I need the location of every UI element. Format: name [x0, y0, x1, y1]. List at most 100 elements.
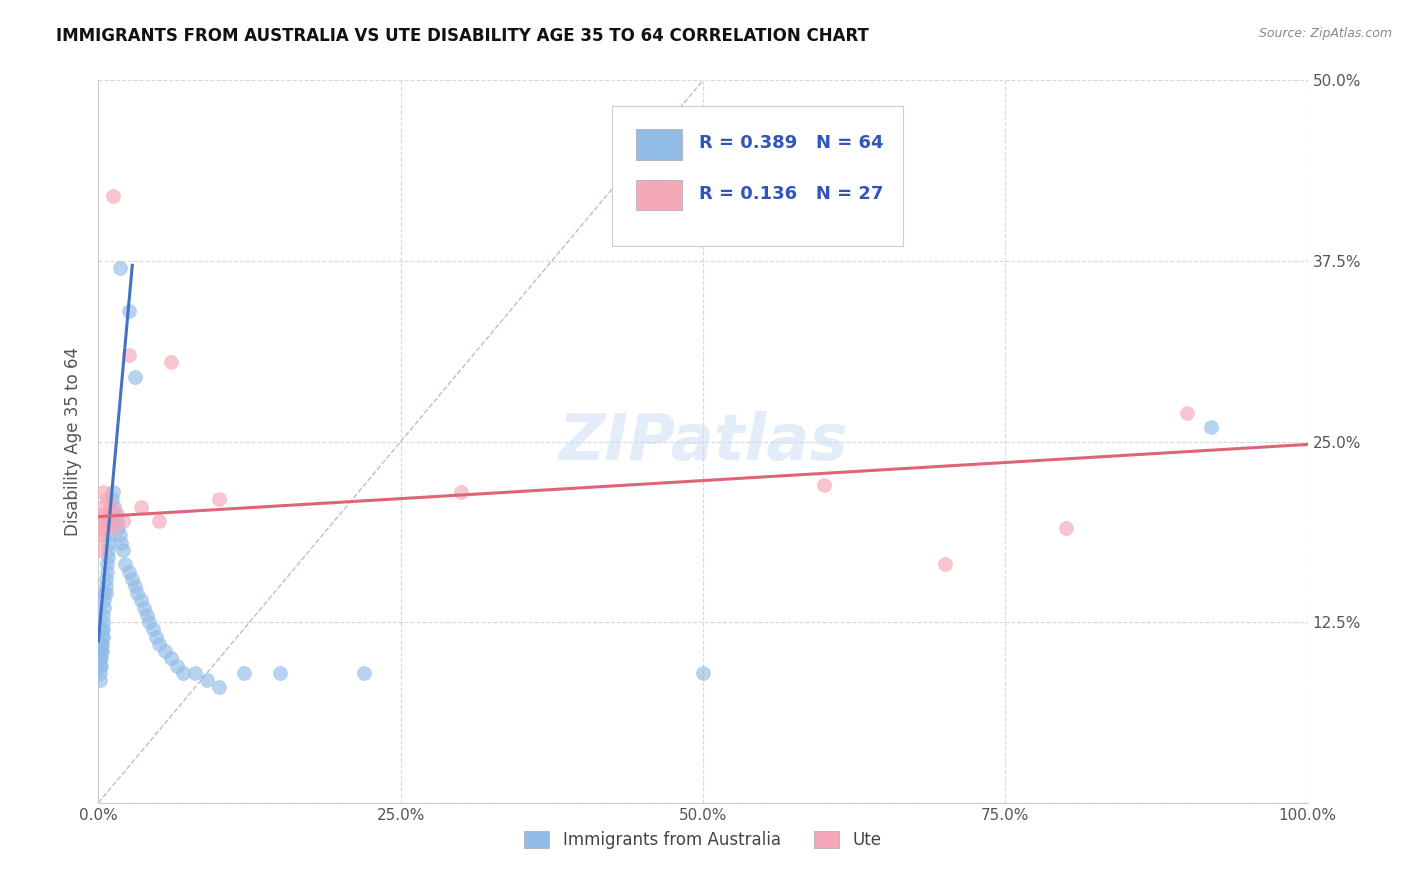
Point [1054, 521, 1077, 535]
Point [89, 542, 111, 557]
Y-axis label: Disability Age 35 to 64: Disability Age 35 to 64 [65, 347, 83, 536]
Point [105, 514, 128, 528]
Point [129, 500, 152, 514]
Point [90, 651, 112, 665]
Point [111, 514, 134, 528]
Point [90, 644, 112, 658]
Point [138, 615, 160, 630]
Point [91, 514, 114, 528]
Point [97, 542, 120, 557]
Point [107, 521, 129, 535]
Point [692, 665, 714, 680]
Point [94, 514, 117, 528]
Point [108, 528, 131, 542]
Point [269, 665, 291, 680]
Point [94, 579, 117, 593]
Point [91, 623, 114, 637]
Text: R = 0.389   N = 64: R = 0.389 N = 64 [699, 134, 884, 153]
Point [172, 665, 194, 680]
Text: ZIPatlas: ZIPatlas [558, 410, 848, 473]
Point [118, 304, 141, 318]
Point [124, 369, 146, 384]
Point [145, 630, 167, 644]
Point [121, 572, 143, 586]
Point [1199, 420, 1222, 434]
Point [100, 500, 122, 514]
Point [91, 485, 114, 500]
Point [450, 485, 472, 500]
Point [105, 507, 128, 521]
Point [1175, 406, 1198, 420]
Point [101, 189, 124, 203]
Point [91, 630, 114, 644]
Point [148, 514, 170, 528]
Point [93, 593, 115, 607]
Point [353, 665, 375, 680]
Point [104, 507, 127, 521]
Point [813, 478, 835, 492]
Point [89, 651, 111, 665]
Point [118, 348, 141, 362]
Point [134, 600, 156, 615]
Point [184, 665, 207, 680]
Point [208, 492, 231, 507]
Point [90, 658, 112, 673]
Point [160, 355, 183, 369]
Point [89, 528, 111, 542]
Point [90, 637, 112, 651]
Point [934, 558, 956, 572]
FancyBboxPatch shape [637, 180, 682, 211]
Point [100, 507, 122, 521]
Point [98, 507, 121, 521]
Point [118, 565, 141, 579]
Point [93, 507, 115, 521]
Point [91, 623, 114, 637]
Point [90, 528, 112, 542]
Point [98, 535, 121, 549]
Point [93, 600, 115, 615]
Point [94, 572, 117, 586]
Point [110, 535, 132, 549]
Point [96, 558, 118, 572]
Point [153, 644, 176, 658]
Point [91, 637, 114, 651]
Point [90, 514, 112, 528]
Point [148, 637, 170, 651]
Point [91, 607, 114, 622]
Point [166, 658, 188, 673]
Point [124, 579, 146, 593]
Point [101, 521, 124, 535]
Point [135, 607, 157, 622]
Point [97, 550, 120, 565]
Point [94, 586, 117, 600]
Point [96, 492, 118, 507]
Point [96, 565, 118, 579]
Point [91, 500, 114, 514]
Text: Source: ZipAtlas.com: Source: ZipAtlas.com [1258, 27, 1392, 40]
Point [97, 514, 120, 528]
Point [103, 500, 125, 514]
Point [114, 558, 136, 572]
Point [195, 673, 218, 687]
Legend: Immigrants from Australia, Ute: Immigrants from Australia, Ute [517, 824, 889, 856]
Text: IMMIGRANTS FROM AUSTRALIA VS UTE DISABILITY AGE 35 TO 64 CORRELATION CHART: IMMIGRANTS FROM AUSTRALIA VS UTE DISABIL… [56, 27, 869, 45]
Point [101, 485, 124, 500]
Point [89, 644, 111, 658]
Point [127, 586, 149, 600]
Point [208, 680, 231, 694]
Text: R = 0.136   N = 27: R = 0.136 N = 27 [699, 185, 884, 202]
Point [142, 623, 165, 637]
FancyBboxPatch shape [637, 129, 682, 160]
Point [93, 586, 115, 600]
Point [232, 665, 254, 680]
Point [91, 615, 114, 630]
Point [100, 514, 122, 528]
Point [108, 261, 131, 276]
Point [89, 673, 111, 687]
Point [89, 665, 111, 680]
Point [111, 542, 134, 557]
Point [100, 492, 122, 507]
FancyBboxPatch shape [613, 105, 903, 246]
Point [89, 658, 111, 673]
Point [93, 521, 115, 535]
